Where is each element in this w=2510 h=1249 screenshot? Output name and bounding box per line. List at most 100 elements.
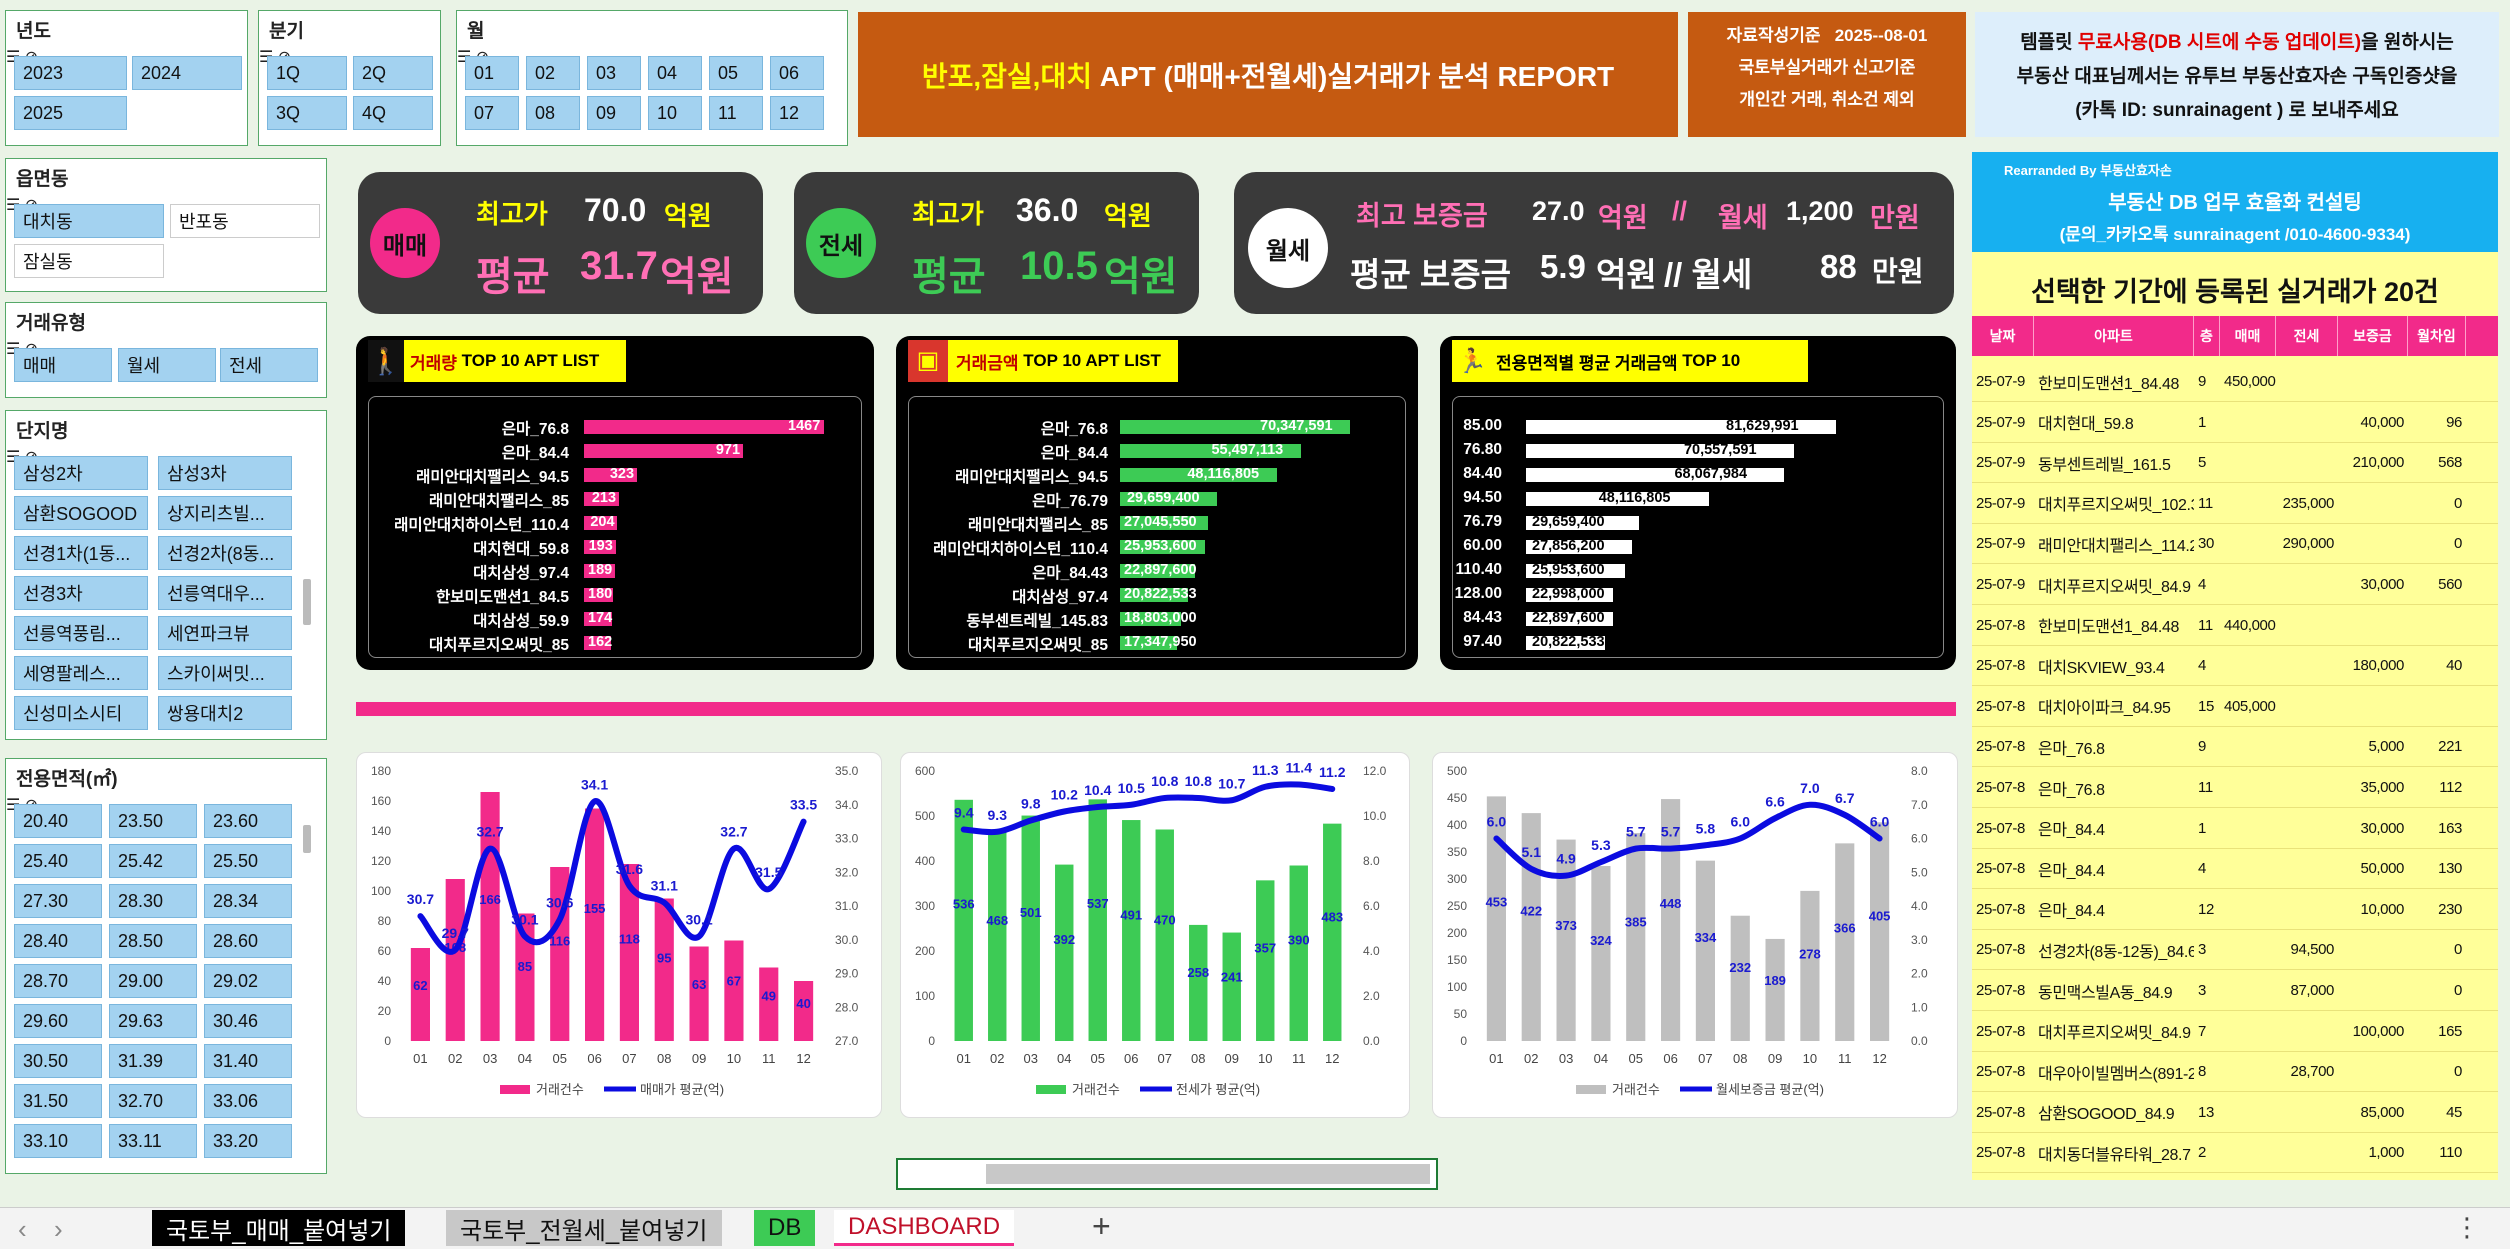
- bar: [1765, 938, 1785, 1041]
- slicer-button[interactable]: 27.30: [14, 884, 102, 918]
- y2-tick-label: 0.0: [1911, 1034, 1928, 1048]
- bar: [1120, 492, 1217, 506]
- slicer-button[interactable]: 상지리츠빌...: [158, 496, 292, 530]
- bar: [1626, 833, 1646, 1041]
- table-row: 25-07-8 동민맥스빌A동_84.9 3 87,000 0: [1972, 971, 2498, 1011]
- slicer-button[interactable]: 2Q: [353, 56, 433, 90]
- slicer-button[interactable]: 신성미소시티: [14, 696, 148, 730]
- slicer-button[interactable]: 쌍용대치2: [158, 696, 292, 730]
- slicer-button[interactable]: 삼성2차: [14, 456, 148, 490]
- bar-data-label: 118: [619, 932, 640, 947]
- slicer-button[interactable]: 전세: [220, 348, 318, 382]
- table-cell: 2: [2198, 1144, 2206, 1162]
- add-sheet-icon[interactable]: +: [1092, 1208, 1111, 1244]
- slicer-button[interactable]: 25.40: [14, 844, 102, 878]
- slicer-button[interactable]: 23.50: [109, 804, 197, 838]
- slicer-button[interactable]: 29.02: [204, 964, 292, 998]
- slicer-button[interactable]: 28.60: [204, 924, 292, 958]
- slicer-scrollbar[interactable]: [303, 579, 311, 625]
- slicer-button[interactable]: 3Q: [267, 96, 347, 130]
- slicer-button[interactable]: 05: [709, 56, 763, 90]
- slicer-button[interactable]: 28.50: [109, 924, 197, 958]
- slicer-button[interactable]: 30.50: [14, 1044, 102, 1078]
- slicer-title: 읍면동: [16, 168, 69, 190]
- slicer-button[interactable]: 2024: [132, 56, 242, 90]
- slicer-button[interactable]: 11: [709, 96, 763, 130]
- panel-title-b: TOP 10 APT LIST: [1023, 351, 1161, 370]
- slicer-button[interactable]: 스카이써밋...: [158, 656, 292, 690]
- slicer-button[interactable]: 23.60: [204, 804, 292, 838]
- slicer-button[interactable]: 선경1차(1동...: [14, 536, 148, 570]
- slicer-button[interactable]: 33.20: [204, 1124, 292, 1158]
- y-tick-label: 20: [378, 1004, 392, 1018]
- slicer-button[interactable]: 세연파크뷰: [158, 616, 292, 650]
- slicer-scrollbar[interactable]: [303, 825, 311, 853]
- slicer-button[interactable]: 33.11: [109, 1124, 197, 1158]
- slicer-button[interactable]: 01: [465, 56, 519, 90]
- slicer-button[interactable]: 12: [770, 96, 824, 130]
- slicer-button[interactable]: 31.40: [204, 1044, 292, 1078]
- slicer-button[interactable]: 1Q: [267, 56, 347, 90]
- slicer-button[interactable]: 25.42: [109, 844, 197, 878]
- y-tick-label: 250: [1447, 899, 1467, 913]
- slicer-button[interactable]: 28.40: [14, 924, 102, 958]
- slicer-button[interactable]: 29.63: [109, 1004, 197, 1038]
- slicer-button[interactable]: 07: [465, 96, 519, 130]
- next-sheet-icon[interactable]: ›: [54, 1214, 63, 1244]
- slicer-button[interactable]: 삼환SOGOOD: [14, 496, 148, 530]
- slicer-button[interactable]: 10: [648, 96, 702, 130]
- table-cell: [2220, 565, 2276, 604]
- monthly-max-rent-unit: 만원: [1870, 203, 1920, 233]
- slicer-button[interactable]: 09: [587, 96, 641, 130]
- slicer-button[interactable]: 2023: [14, 56, 127, 90]
- slicer-button[interactable]: 02: [526, 56, 580, 90]
- slicer-button[interactable]: 32.70: [109, 1084, 197, 1118]
- scrollbar-thumb[interactable]: [986, 1164, 1430, 1184]
- slicer-button[interactable]: 매매: [14, 348, 112, 382]
- slicer-button[interactable]: 29.00: [109, 964, 197, 998]
- slicer-button[interactable]: 25.50: [204, 844, 292, 878]
- slicer-button[interactable]: 선경2차(8동...: [158, 536, 292, 570]
- slicer-button[interactable]: 대치동: [14, 204, 164, 238]
- slicer-button[interactable]: 잠실동: [14, 244, 164, 278]
- prev-sheet-icon[interactable]: ‹: [18, 1214, 27, 1244]
- slicer-button[interactable]: 선릉역풍림...: [14, 616, 148, 650]
- slicer-button[interactable]: 31.39: [109, 1044, 197, 1078]
- slicer-button[interactable]: 20.40: [14, 804, 102, 838]
- slicer-button[interactable]: 31.50: [14, 1084, 102, 1118]
- slicer-button[interactable]: 28.30: [109, 884, 197, 918]
- tab-db[interactable]: DB: [754, 1210, 816, 1246]
- slicer-button[interactable]: 30.46: [204, 1004, 292, 1038]
- more-options-icon[interactable]: ⋮: [2454, 1212, 2480, 1242]
- slicer-button[interactable]: 28.34: [204, 884, 292, 918]
- slicer-button[interactable]: 08: [526, 96, 580, 130]
- line-data-label: 6.0: [1731, 814, 1751, 830]
- table-row: 25-07-9 대치현대_59.8 1 40,000 96: [1972, 403, 2498, 443]
- slicer-button[interactable]: 세영팔레스...: [14, 656, 148, 690]
- slicer-button[interactable]: 28.70: [14, 964, 102, 998]
- slicer-button[interactable]: 33.10: [14, 1124, 102, 1158]
- slicer-button[interactable]: 월세: [118, 348, 216, 382]
- slicer-button[interactable]: 03: [587, 56, 641, 90]
- tab-sale-paste[interactable]: 국토부_매매_붙여넣기: [152, 1210, 406, 1246]
- bar-data-label: 232: [1729, 960, 1751, 975]
- bar: [1526, 516, 1639, 530]
- slicer-button[interactable]: 선릉역대우...: [158, 576, 292, 610]
- tab-rent-paste[interactable]: 국토부_전월세_붙여넣기: [446, 1210, 722, 1246]
- bar: [1526, 444, 1794, 458]
- slicer-title: 분기: [269, 20, 304, 42]
- slicer-button[interactable]: 삼성3차: [158, 456, 292, 490]
- legend-label: 거래건수: [1072, 1082, 1120, 1097]
- line-data-label: 5.1: [1522, 844, 1542, 860]
- slicer-button[interactable]: 2025: [14, 96, 127, 130]
- slicer-button[interactable]: 29.60: [14, 1004, 102, 1038]
- slicer-button[interactable]: 선경3차: [14, 576, 148, 610]
- tab-dashboard[interactable]: DASHBOARD: [834, 1210, 1015, 1246]
- slicer-button[interactable]: 33.06: [204, 1084, 292, 1118]
- sheet-scrollbar[interactable]: [896, 1158, 1438, 1190]
- slicer-button[interactable]: 06: [770, 56, 824, 90]
- table-cell: 100,000: [2352, 1022, 2405, 1040]
- slicer-button[interactable]: 4Q: [353, 96, 433, 130]
- slicer-button[interactable]: 04: [648, 56, 702, 90]
- slicer-button[interactable]: 반포동: [170, 204, 320, 238]
